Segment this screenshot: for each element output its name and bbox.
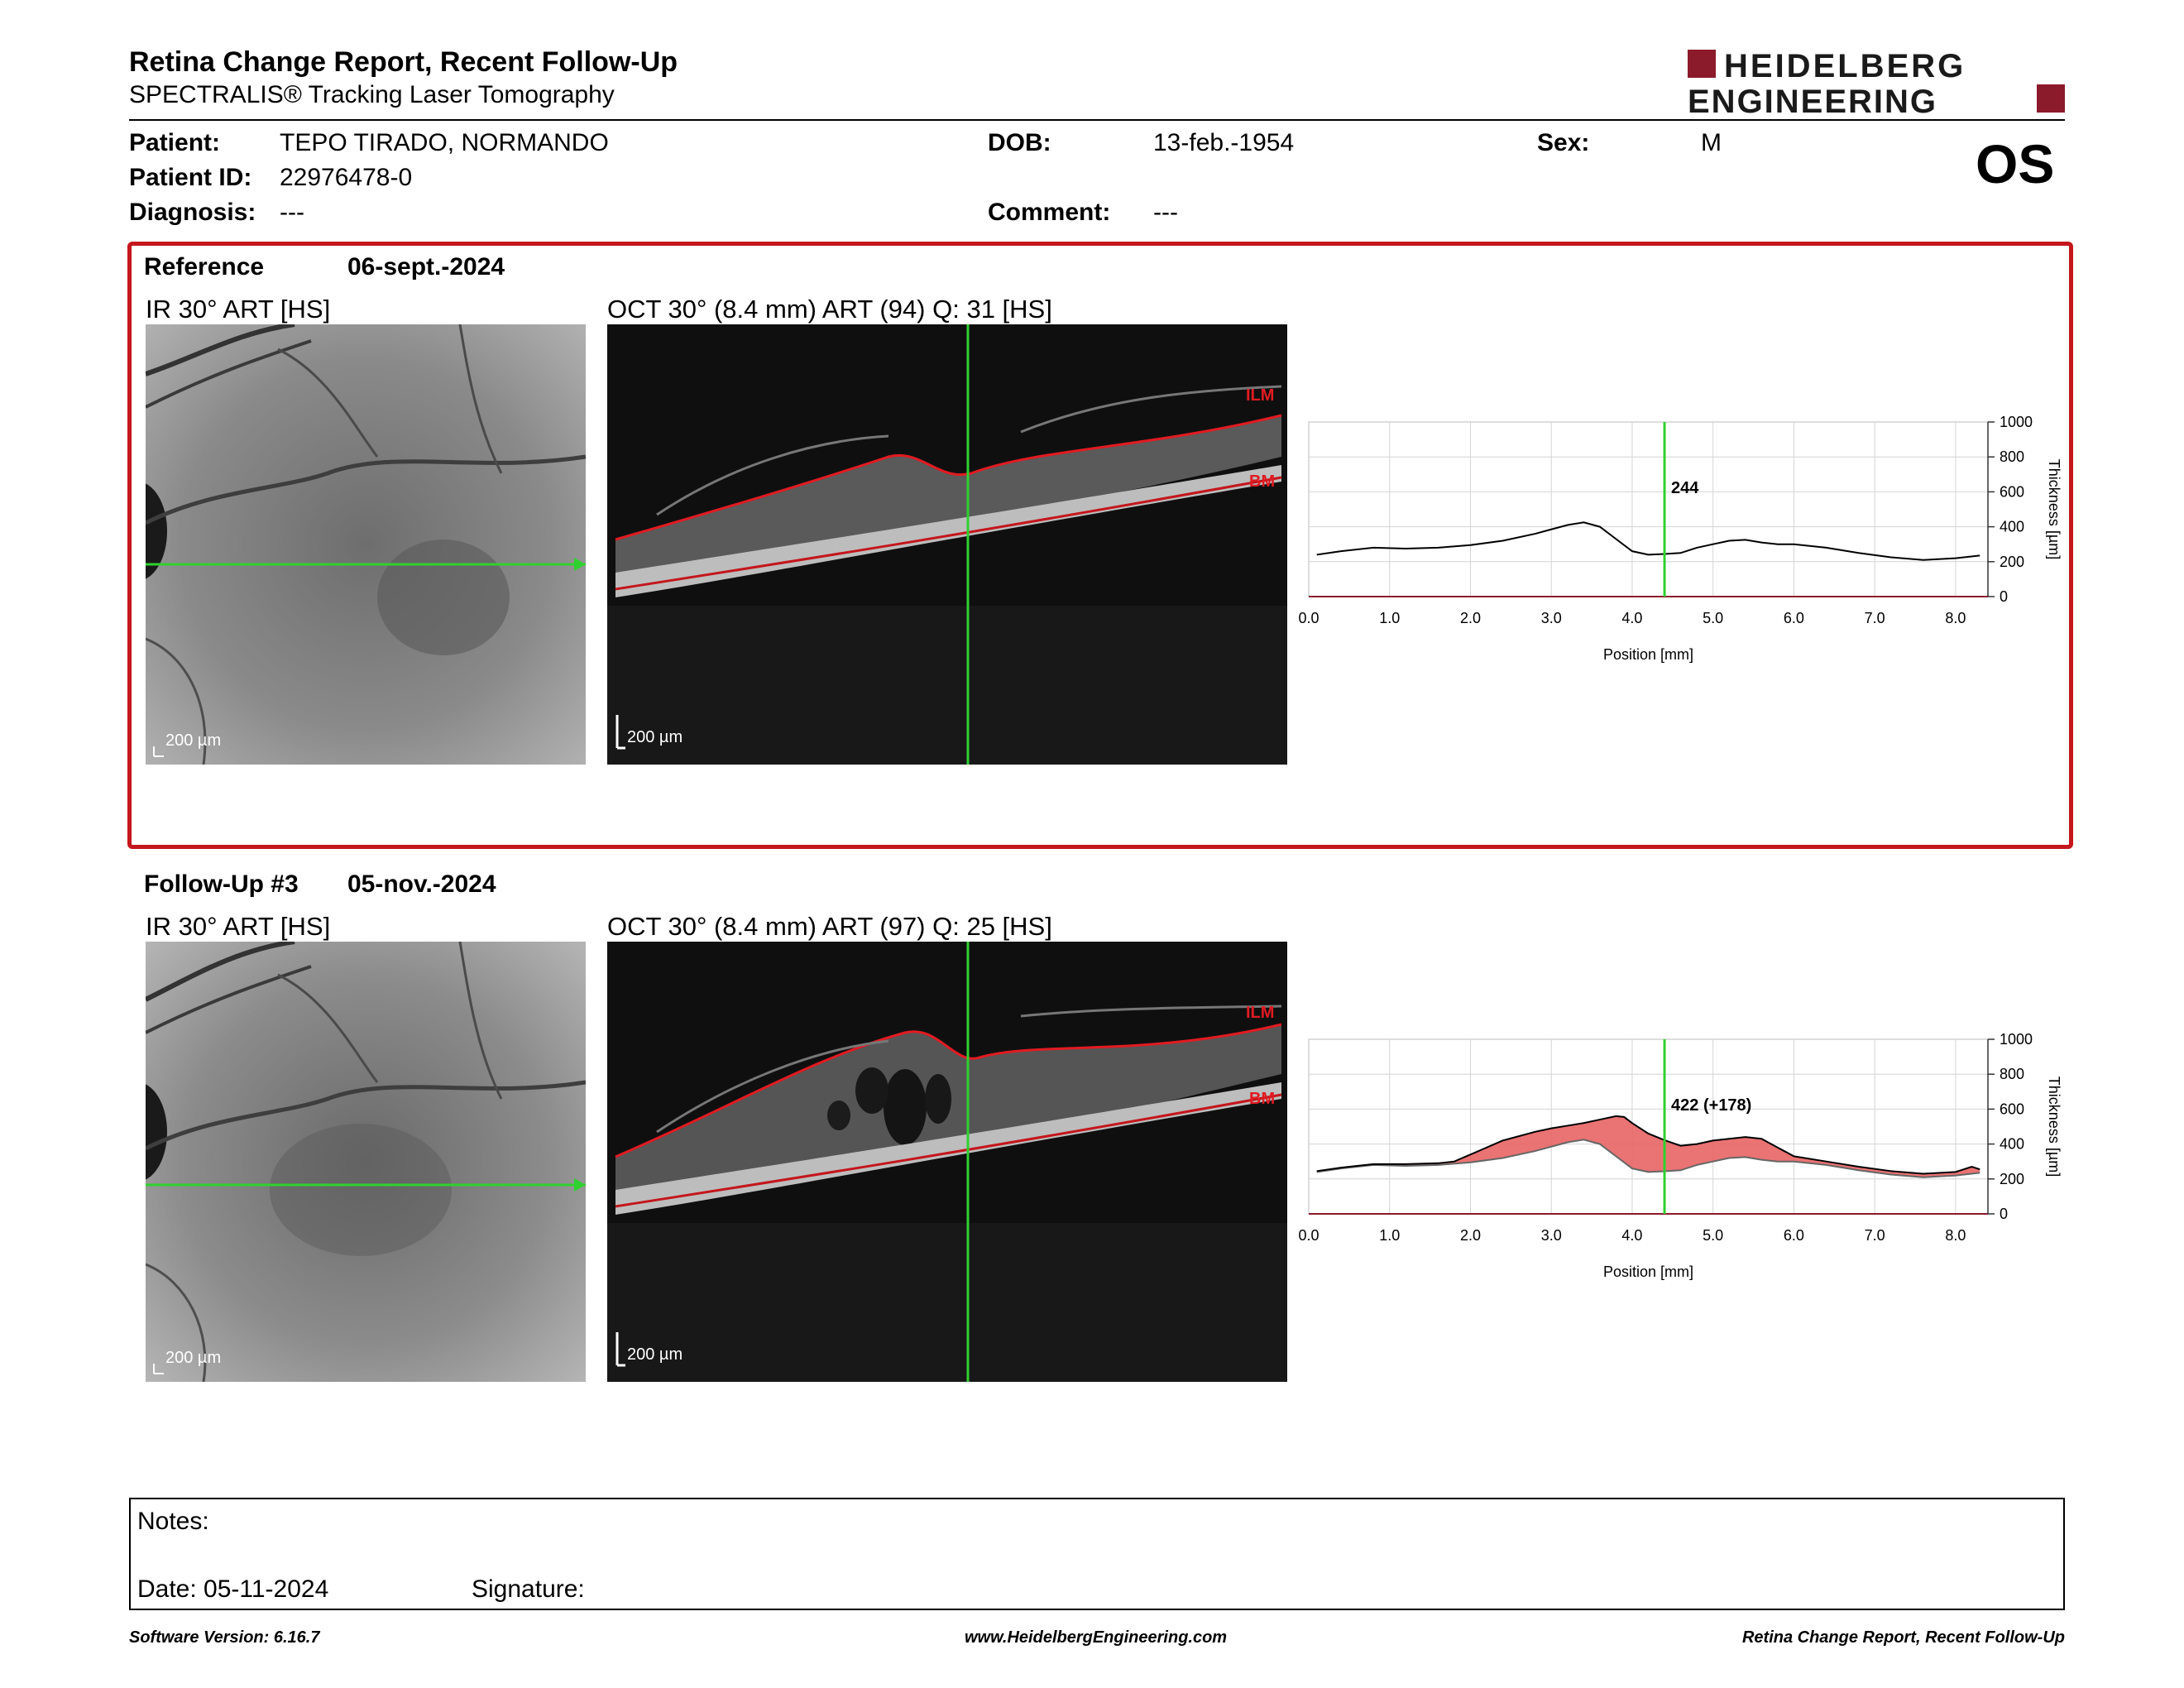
followup-ir-caption: IR 30° ART [HS] [146, 912, 331, 941]
reference-oct-scale: 200 µm [627, 728, 683, 746]
dob-value: 13-feb.-1954 [1153, 129, 1295, 156]
logo-square-bottom [2037, 84, 2065, 113]
chart-x-tick-label: 2.0 [1460, 1227, 1481, 1244]
chart-series-line [1316, 1115, 1980, 1175]
chart-change-area [1316, 1115, 1980, 1177]
chart-cursor-label: 244 [1671, 479, 1699, 497]
chart-x-axis-label: Position [mm] [1603, 1264, 1693, 1280]
chart-plot-area [1308, 421, 1989, 597]
diagnosis-label: Diagnosis: [129, 199, 256, 226]
heidelberg-logo: HEIDELBERG ENGINEERING [1688, 48, 2065, 116]
reference-date: 06-sept.-2024 [347, 253, 505, 281]
chart-x-tick-label: 2.0 [1460, 610, 1481, 626]
chart-y-axis-label: Thickness [µm] [2046, 1077, 2062, 1177]
chart-x-tick-label: 7.0 [1865, 1227, 1885, 1244]
chart-x-tick-label: 0.0 [1298, 610, 1319, 626]
header-divider [129, 119, 2065, 121]
reference-ilm-label: ILM [1246, 386, 1274, 405]
notes-label: Notes: [137, 1508, 209, 1535]
followup-ir-image: 200 µm [146, 942, 586, 1382]
eye-label: OS [1976, 133, 2055, 194]
chart-x-tick-label: 6.0 [1784, 610, 1804, 626]
followup-oct-caption: OCT 30° (8.4 mm) ART (97) Q: 25 [HS] [607, 912, 1052, 941]
chart-series-line [1316, 1139, 1980, 1178]
patient-name: TEPO TIRADO, NORMANDO [280, 129, 609, 156]
chart-y-tick-label: 800 [2000, 1066, 2024, 1082]
reference-ir-scale: 200 µm [165, 731, 222, 750]
reference-oct-image: ILM BM 200 µm [607, 324, 1287, 765]
reference-label: Reference [144, 253, 265, 281]
diagnosis-value: --- [280, 199, 304, 226]
followup-bm-label: BM [1249, 1090, 1275, 1108]
signature-label: Signature: [472, 1575, 585, 1603]
followup-date: 05-nov.-2024 [347, 870, 496, 898]
chart-x-tick-label: 3.0 [1541, 1227, 1562, 1244]
chart-y-tick-label: 600 [2000, 483, 2024, 500]
reference-ir-image: 200 µm [146, 324, 586, 765]
chart-y-tick-label: 800 [2000, 448, 2024, 465]
reference-box [127, 242, 2073, 849]
chart-x-tick-label: 1.0 [1379, 610, 1400, 626]
report-subtitle: SPECTRALIS® Tracking Laser Tomography [129, 81, 615, 108]
chart-x-tick-label: 0.0 [1298, 1227, 1319, 1244]
chart-y-axis-label: Thickness [µm] [2046, 459, 2062, 559]
chart-y-tick-label: 200 [2000, 554, 2024, 570]
chart-x-tick-label: 5.0 [1703, 1227, 1723, 1244]
footer-version: Software Version: 6.16.7 [129, 1628, 320, 1647]
followup-oct-image: ILM BM 200 µm [607, 942, 1287, 1382]
chart-x-tick-label: 3.0 [1541, 610, 1562, 626]
chart-x-tick-label: 8.0 [1945, 1227, 1966, 1244]
notes-box[interactable]: Notes: Date: 05-11-2024 Signature: [129, 1498, 2065, 1610]
logo-square-top [1688, 50, 1716, 78]
chart-plot-area [1308, 1038, 1989, 1215]
chart-y-tick-label: 1000 [2000, 414, 2033, 430]
chart-x-tick-label: 6.0 [1784, 1227, 1804, 1244]
footer-report-name: Retina Change Report, Recent Follow-Up [1741, 1628, 2065, 1647]
followup-oct-scale: 200 µm [627, 1345, 683, 1364]
chart-y-tick-label: 200 [2000, 1171, 2024, 1187]
chart-cursor-label: 422 (+178) [1671, 1096, 1751, 1115]
notes-date: Date: 05-11-2024 [137, 1575, 329, 1603]
reference-bm-label: BM [1249, 472, 1275, 491]
chart-y-tick-label: 0 [2000, 588, 2008, 605]
followup-ilm-label: ILM [1246, 1004, 1274, 1022]
dob-label: DOB: [988, 129, 1051, 156]
chart-y-tick-label: 400 [2000, 1136, 2024, 1153]
footer-website[interactable]: www.HeidelbergEngineering.com [965, 1628, 1228, 1647]
report-title: Retina Change Report, Recent Follow-Up [129, 46, 678, 78]
chart-x-tick-label: 5.0 [1703, 610, 1723, 626]
followup-thickness-chart: 0 200 400 600 800 1000 0.0 1.0 2.0 3.0 4.0 5.0 6.0 7.… [1298, 1031, 2062, 1280]
chart-y-tick-label: 400 [2000, 519, 2024, 535]
chart-y-tick-label: 0 [2000, 1206, 2008, 1222]
chart-y-tick-label: 1000 [2000, 1031, 2033, 1048]
chart-x-tick-label: 8.0 [1945, 610, 1966, 626]
logo-line-1: HEIDELBERG [1724, 48, 1966, 84]
comment-value: --- [1153, 199, 1178, 226]
sex-label: Sex: [1537, 129, 1590, 156]
reference-ir-caption: IR 30° ART [HS] [146, 295, 331, 324]
patient-id-label: Patient ID: [129, 164, 252, 191]
reference-oct-caption: OCT 30° (8.4 mm) ART (94) Q: 31 [HS] [607, 295, 1052, 324]
chart-series-line [1316, 521, 1980, 561]
chart-x-tick-label: 1.0 [1379, 1227, 1400, 1244]
sex-value: M [1701, 129, 1722, 156]
chart-y-tick-label: 600 [2000, 1101, 2024, 1117]
chart-x-tick-label: 7.0 [1865, 610, 1885, 626]
chart-x-tick-label: 4.0 [1621, 610, 1642, 626]
patient-id: 22976478-0 [280, 164, 413, 191]
logo-line-2: ENGINEERING [1688, 84, 1937, 116]
reference-thickness-chart: 0 200 400 600 800 1000 0.0 1.0 2.0 3.0 4.0 5.0 6.0 7.… [1298, 414, 2062, 663]
followup-ir-scale: 200 µm [165, 1349, 222, 1367]
comment-label: Comment: [988, 199, 1111, 226]
chart-x-axis-label: Position [mm] [1603, 646, 1693, 663]
chart-x-tick-label: 4.0 [1621, 1227, 1642, 1244]
patient-label: Patient: [129, 129, 221, 156]
followup-label: Follow-Up #3 [144, 870, 299, 898]
